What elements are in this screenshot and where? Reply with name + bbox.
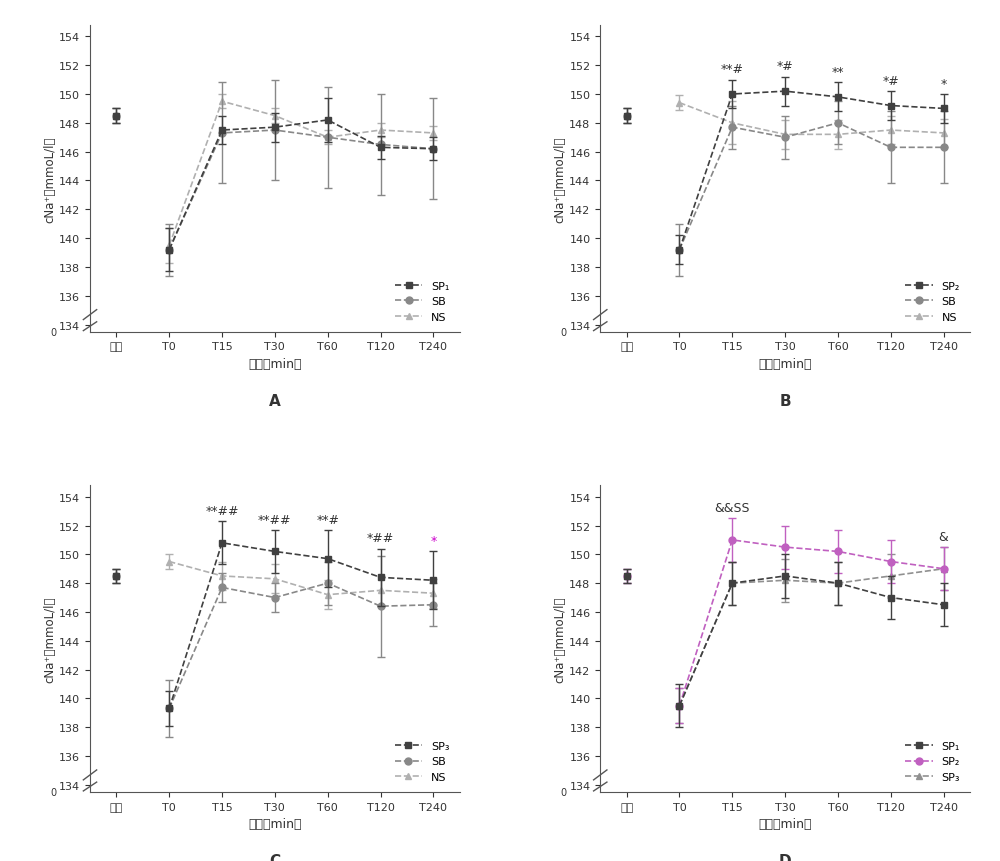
Text: &: & [939, 530, 948, 543]
Y-axis label: cNa⁺（mmoL/l）: cNa⁺（mmoL/l） [554, 136, 567, 222]
Legend: SP₃, SB, NS: SP₃, SB, NS [390, 737, 454, 787]
X-axis label: 时间（min）: 时间（min） [758, 357, 812, 370]
Text: *#: *# [777, 60, 794, 73]
Legend: SP₁, SB, NS: SP₁, SB, NS [390, 277, 454, 327]
Text: *: * [430, 535, 436, 548]
Text: 0: 0 [51, 327, 57, 338]
Text: C: C [269, 853, 280, 861]
Text: A: A [269, 393, 281, 409]
Text: **: ** [832, 66, 844, 79]
X-axis label: 时间（min）: 时间（min） [248, 817, 302, 830]
Text: 0: 0 [51, 787, 57, 797]
Text: *: * [940, 77, 947, 90]
Text: **#: **# [721, 63, 744, 76]
Text: *#: *# [882, 75, 899, 88]
Y-axis label: cNa⁺（mmoL/l）: cNa⁺（mmoL/l） [43, 136, 56, 222]
Legend: SP₁, SP₂, SP₃: SP₁, SP₂, SP₃ [900, 737, 964, 787]
Y-axis label: cNa⁺（mmoL/l）: cNa⁺（mmoL/l） [43, 596, 56, 682]
Text: *##: *## [367, 531, 394, 545]
Text: B: B [779, 393, 791, 409]
Text: D: D [779, 853, 791, 861]
Y-axis label: cNa⁺（mmoL/l）: cNa⁺（mmoL/l） [554, 596, 567, 682]
Text: 0: 0 [561, 787, 567, 797]
Text: 0: 0 [561, 327, 567, 338]
Text: **##: **## [205, 505, 239, 517]
Text: **##: **## [258, 513, 292, 526]
Legend: SP₂, SB, NS: SP₂, SB, NS [901, 277, 964, 327]
X-axis label: 时间（min）: 时间（min） [758, 817, 812, 830]
Text: &&SS: &&SS [715, 501, 750, 514]
X-axis label: 时间（min）: 时间（min） [248, 357, 302, 370]
Text: **#: **# [316, 513, 339, 526]
